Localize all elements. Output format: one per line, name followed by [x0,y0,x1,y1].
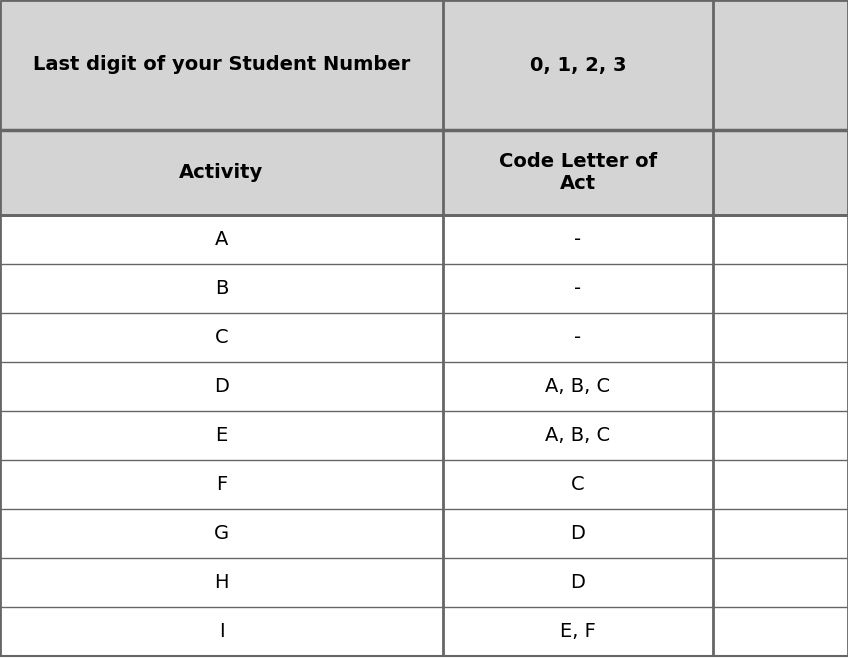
Text: A: A [215,230,228,249]
Bar [713,509,848,558]
Text: Last digit of your Student Number: Last digit of your Student Number [33,55,410,74]
Text: 0, 1, 2, 3: 0, 1, 2, 3 [530,55,627,74]
Text: D: D [571,573,585,592]
Text: -: - [574,279,582,298]
Bar [443,607,713,656]
Text: A, B, C: A, B, C [545,426,611,445]
Bar [0,362,443,411]
Text: E: E [215,426,227,445]
Bar [0,509,443,558]
Text: C: C [215,328,228,347]
Text: B: B [215,279,228,298]
Bar [0,460,443,509]
Bar [0,313,443,362]
Bar [443,411,713,460]
Text: F: F [216,475,227,494]
Text: A, B, C: A, B, C [545,377,611,396]
Bar [443,215,713,264]
Bar [443,130,713,215]
Bar [443,264,713,313]
Text: H: H [215,573,229,592]
Bar [713,313,848,362]
Text: -: - [574,230,582,249]
Bar [713,215,848,264]
Text: -: - [574,328,582,347]
Text: D: D [214,377,229,396]
Bar [0,607,443,656]
Bar [713,264,848,313]
Bar [713,362,848,411]
Bar [713,607,848,656]
Bar [443,460,713,509]
Bar [443,558,713,607]
Bar [443,362,713,411]
Text: E, F: E, F [560,622,596,641]
Bar [0,411,443,460]
Bar [713,0,848,130]
Bar [713,558,848,607]
Bar [0,130,443,215]
Bar [443,509,713,558]
Bar [443,0,713,130]
Bar [713,411,848,460]
Text: C: C [572,475,585,494]
Text: D: D [571,524,585,543]
Bar [443,313,713,362]
Bar [0,264,443,313]
Text: Activity: Activity [180,163,264,182]
Bar [713,460,848,509]
Bar [0,215,443,264]
Bar [713,130,848,215]
Bar [0,558,443,607]
Text: Code Letter of
Act: Code Letter of Act [499,152,657,193]
Text: I: I [219,622,225,641]
Text: G: G [214,524,229,543]
Bar [0,0,443,130]
